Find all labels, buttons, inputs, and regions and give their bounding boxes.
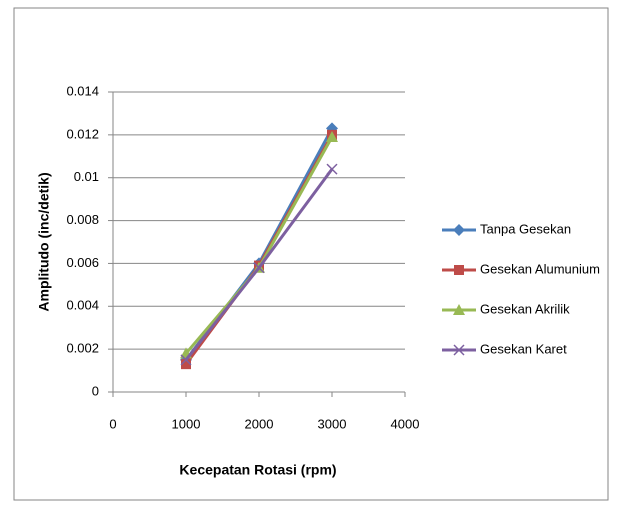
x-tick-label: 2000 xyxy=(245,416,274,431)
y-tick-label: 0.006 xyxy=(66,255,99,270)
legend-label: Gesekan Akrilik xyxy=(480,301,570,316)
y-tick-label: 0 xyxy=(92,383,99,398)
x-tick-label: 3000 xyxy=(318,416,347,431)
x-tick-label: 4000 xyxy=(391,416,420,431)
x-tick-label: 0 xyxy=(109,416,116,431)
marker xyxy=(326,131,338,142)
x-axis-title: Kecepatan Rotasi (rpm) xyxy=(179,462,336,478)
marker xyxy=(253,262,265,274)
y-tick-label: 0.01 xyxy=(74,169,99,184)
y-tick-label: 0.004 xyxy=(66,298,99,313)
y-axis-title: Amplitudo (inc/detik) xyxy=(36,172,52,311)
marker xyxy=(181,359,191,370)
marker xyxy=(453,304,465,315)
y-tick-label: 0.014 xyxy=(66,83,99,98)
legend-label: Gesekan Karet xyxy=(480,341,567,356)
marker xyxy=(180,354,192,366)
marker xyxy=(454,265,464,275)
chart-frame xyxy=(13,7,609,501)
legend-label: Gesekan Alumunium xyxy=(480,261,600,276)
x-tick-label: 1000 xyxy=(172,416,201,431)
marker xyxy=(453,344,465,356)
marker xyxy=(326,163,338,175)
legend-label: Tanpa Gesekan xyxy=(480,221,571,236)
y-tick-label: 0.002 xyxy=(66,341,99,356)
marker xyxy=(453,224,465,236)
y-tick-label: 0.008 xyxy=(66,212,99,227)
y-tick-label: 0.012 xyxy=(66,126,99,141)
